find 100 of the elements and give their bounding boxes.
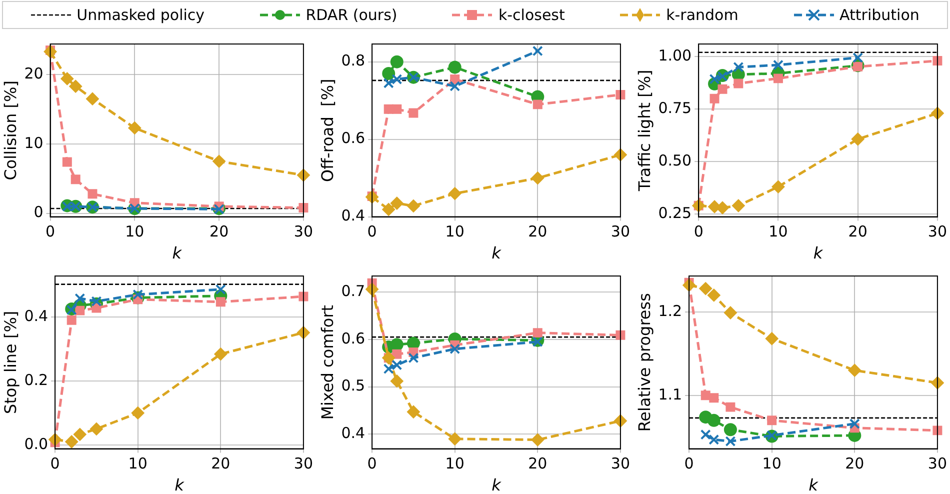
point (709, 393, 719, 403)
point (382, 66, 396, 80)
point (88, 189, 98, 199)
point (532, 100, 542, 110)
point (707, 414, 720, 427)
x-axis-title: k (172, 244, 182, 263)
point (709, 74, 720, 84)
point (448, 432, 462, 446)
point (383, 364, 394, 374)
point (448, 187, 462, 200)
point (212, 154, 226, 168)
point (772, 180, 785, 194)
point (128, 121, 142, 134)
point (214, 348, 228, 361)
point (932, 56, 942, 66)
point (848, 364, 862, 377)
point (734, 78, 744, 88)
point (408, 352, 419, 364)
point (765, 332, 778, 346)
y-tick-label: 0.7 (341, 282, 366, 300)
point (852, 52, 864, 63)
point (44, 45, 57, 58)
point (70, 174, 80, 184)
point (532, 336, 543, 348)
point (733, 62, 744, 72)
x-axis-title: k (808, 476, 819, 494)
x-axis-title: k (174, 476, 185, 494)
x-tick-label: 0 (367, 454, 377, 473)
x-tick-label: 20 (210, 222, 229, 241)
point (851, 132, 864, 146)
y-tick-label: 0.8 (341, 52, 366, 70)
y-tick-label: 0.25 (658, 204, 692, 222)
x-tick-label: 20 (845, 454, 864, 473)
point (390, 374, 404, 388)
point (392, 360, 402, 370)
point (383, 78, 394, 88)
x-tick-label: 20 (211, 454, 230, 473)
y-tick-label: 0.50 (658, 151, 692, 170)
point (708, 434, 720, 445)
point (62, 157, 72, 167)
legend-label: Attribution (840, 6, 920, 24)
point (60, 72, 74, 86)
point (772, 60, 784, 70)
y-tick-label: 0.4 (341, 424, 366, 442)
point (532, 46, 543, 56)
y-tick-label: 0.4 (341, 206, 366, 225)
x-tick-label: 20 (848, 222, 868, 241)
point (131, 406, 144, 420)
point (66, 304, 77, 316)
y-tick-label: 10 (24, 134, 44, 152)
x-tick-label: 10 (445, 222, 464, 241)
point (215, 284, 226, 295)
point (932, 426, 942, 436)
point (73, 428, 86, 441)
point (406, 405, 420, 418)
point (75, 306, 85, 316)
x-tick-label: 30 (928, 222, 948, 241)
point (710, 94, 720, 104)
point (48, 433, 62, 446)
y-tick-label: 1.1 (658, 385, 682, 404)
point (392, 349, 402, 359)
point (725, 436, 736, 447)
point (91, 296, 102, 307)
point (216, 297, 226, 307)
x-tick-label: 30 (294, 222, 314, 241)
y-tick-label: 1.2 (658, 302, 682, 320)
y-tick-label: 0.6 (341, 129, 366, 148)
x-tick-label: 0 (50, 454, 60, 473)
y-tick-label: 20 (24, 64, 44, 82)
y-tick-label: 1.00 (658, 46, 692, 64)
legend-label: k-closest (498, 6, 565, 24)
x-tick-label: 10 (762, 454, 782, 473)
legend-label: RDAR (ours) (306, 6, 398, 24)
point (390, 196, 404, 210)
point (132, 289, 144, 300)
y-tick-label: 0.75 (658, 98, 692, 117)
y-tick-label: 0.5 (341, 376, 366, 395)
point (298, 203, 308, 213)
x-tick-label: 30 (294, 454, 314, 473)
point (450, 344, 460, 354)
y-axis-title: Relative progress (634, 293, 654, 432)
point (69, 80, 82, 93)
x-tick-label: 10 (125, 222, 144, 241)
point (406, 199, 420, 212)
point (392, 74, 402, 84)
y-tick-label: 0.6 (341, 329, 366, 348)
point (849, 418, 860, 429)
x-tick-label: 10 (445, 454, 464, 473)
point (773, 74, 783, 84)
point (65, 435, 78, 448)
point (74, 293, 86, 304)
point (700, 429, 711, 440)
y-axis-title: Stop line [%] (0, 310, 20, 414)
y-axis-title: Mixed comfort (318, 305, 337, 420)
point (767, 416, 777, 426)
x-tick-label: 0 (367, 222, 377, 241)
y-tick-label: 0 (34, 203, 44, 222)
point (448, 60, 462, 74)
point (724, 306, 737, 320)
point (392, 104, 402, 114)
